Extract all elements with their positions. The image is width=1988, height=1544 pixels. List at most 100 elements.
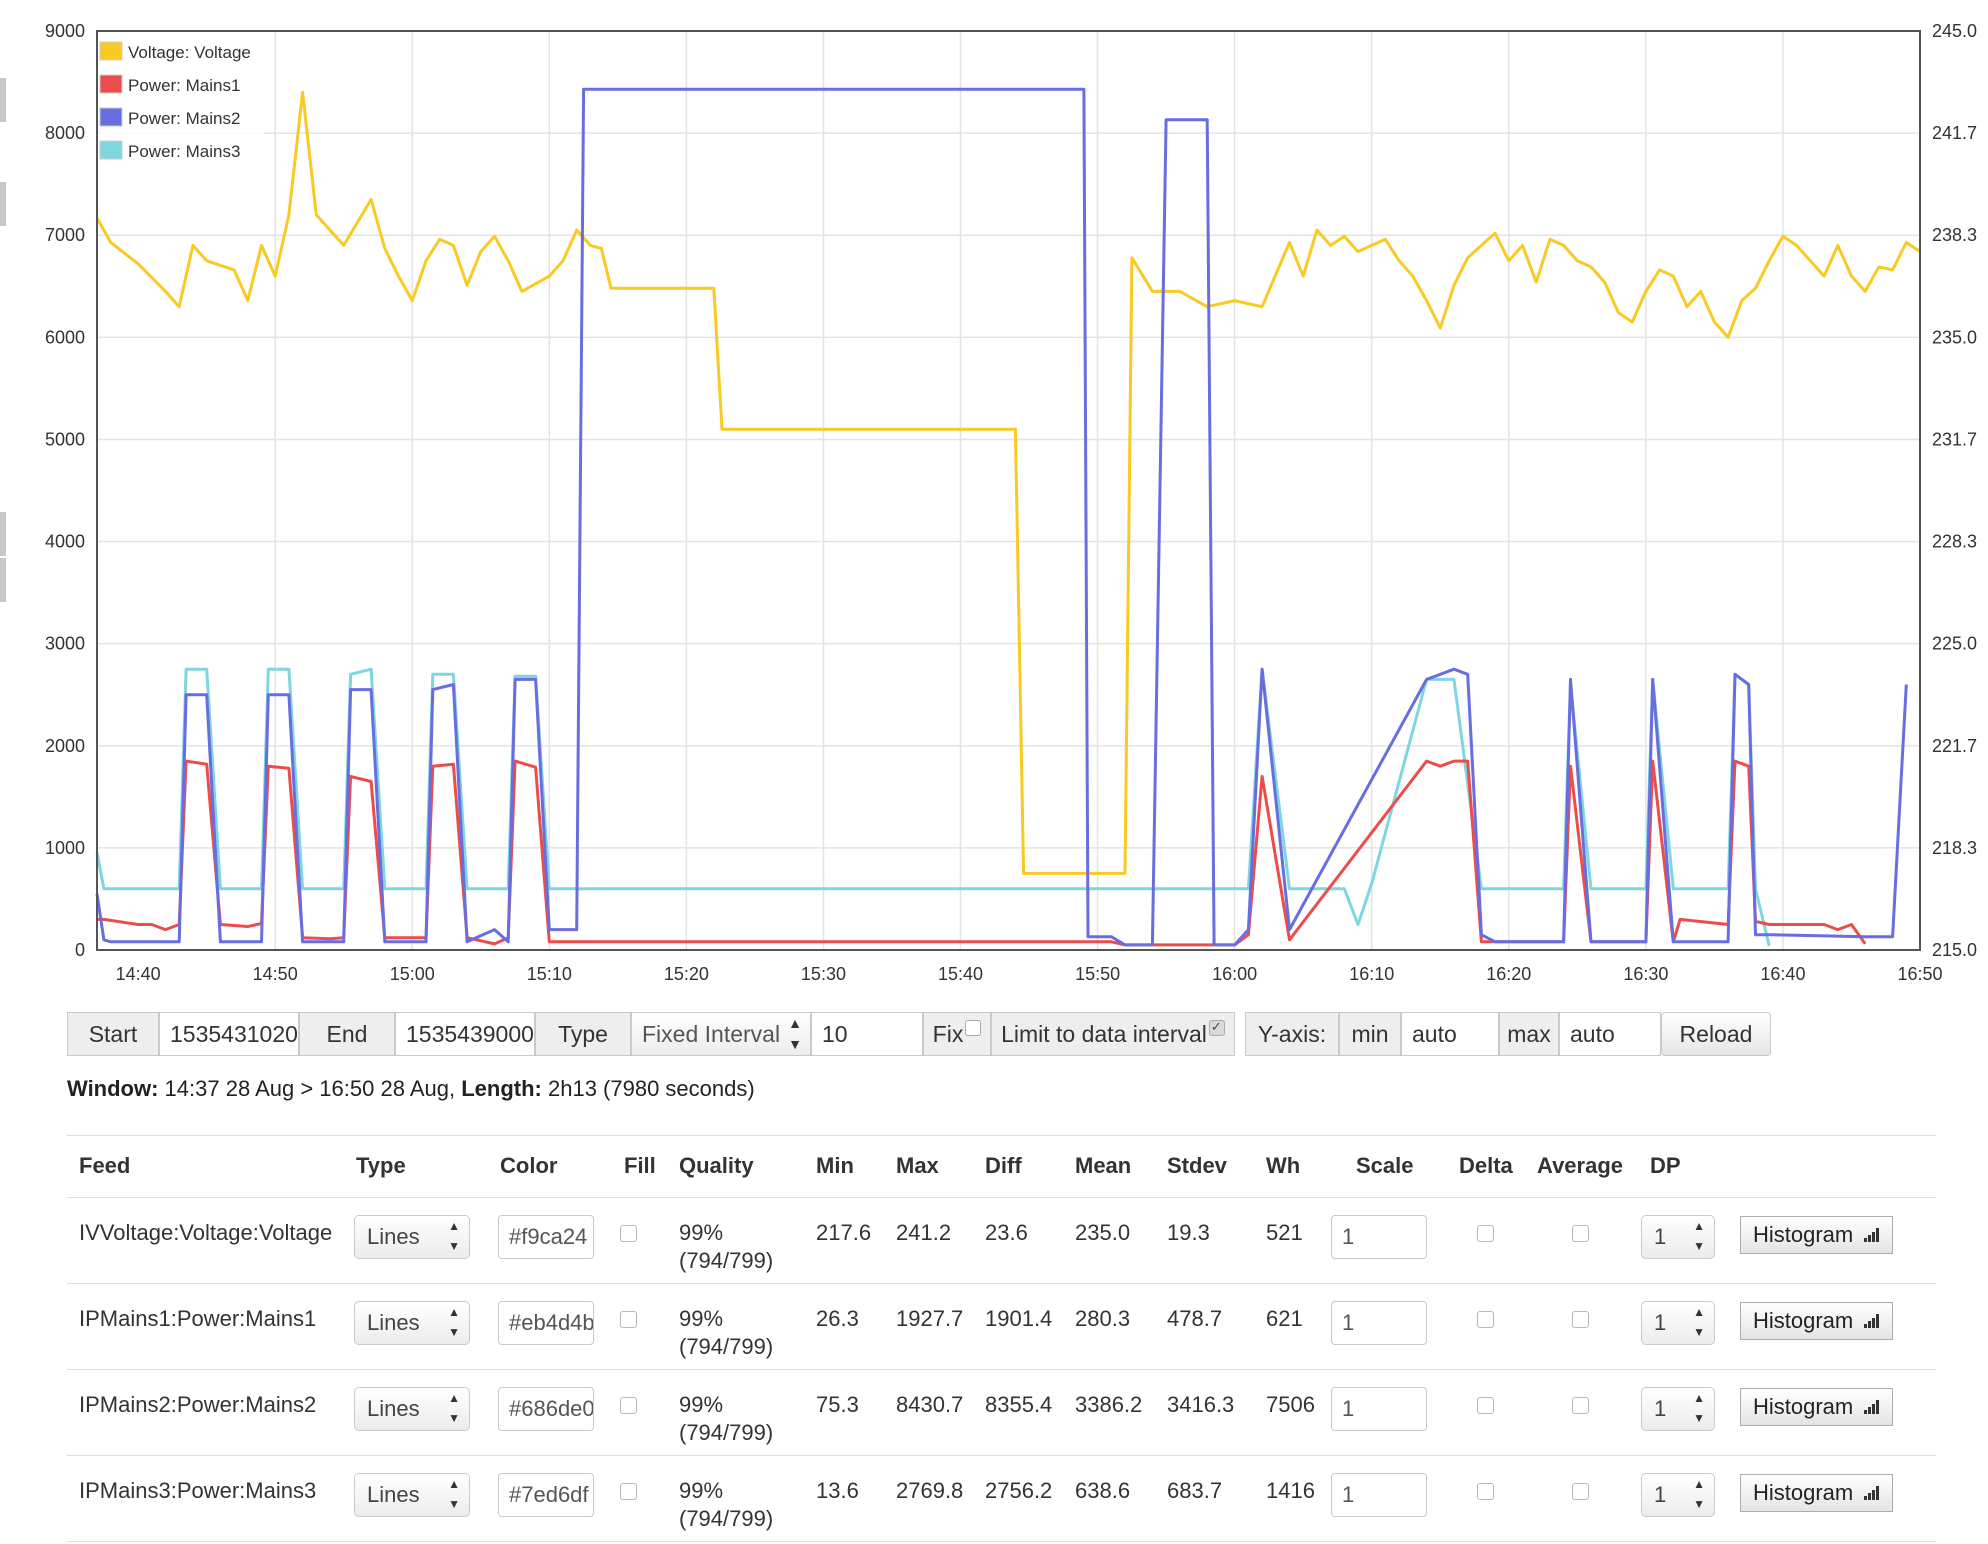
interval-input[interactable]: 10 [811,1012,923,1056]
average-checkbox[interactable] [1572,1397,1589,1414]
scale-input[interactable]: 1 [1331,1215,1427,1259]
yaxis-label: Y-axis: [1245,1012,1339,1056]
quality-percent: 99% [679,1306,724,1331]
type-select-value: Lines [367,1310,420,1335]
fix-checkbox[interactable] [965,1020,982,1036]
y-left-tick-label: 4000 [45,532,85,552]
column-header-diff: Diff [985,1153,1022,1178]
stat-wh: 521 [1266,1220,1303,1245]
average-checkbox[interactable] [1572,1225,1589,1242]
y-right-tick-label: 225.0 [1932,634,1977,654]
column-header-feed: Feed [79,1153,131,1178]
y-axis-left-ticks: 0 1000 2000 3000 4000 5000 6000 7000 8000 9000 [45,21,85,960]
scale-input[interactable]: 1 [1331,1301,1427,1345]
type-select[interactable]: Lines ▲ ▼ [354,1301,470,1345]
select-arrows-icon: ▲ ▼ [1693,1477,1705,1511]
reload-button[interactable]: Reload [1661,1012,1771,1056]
column-header-wh: Wh [1266,1153,1301,1178]
stat-min: 75.3 [816,1392,859,1417]
x-tick-label: 15:50 [1075,964,1120,984]
column-header-quality: Quality [679,1153,754,1178]
dp-select[interactable]: 1 ▲ ▼ [1641,1473,1715,1517]
quality-detail: (794/799) [679,1334,774,1359]
quality-percent: 99% [679,1392,724,1417]
y-right-tick-label: 218.3 [1932,838,1977,858]
ymax-label: max [1499,1012,1559,1056]
feed-chart[interactable]: 14:40 14:50 15:00 15:10 15:20 15:30 15:40 15:50… [0,0,1988,1000]
color-input[interactable]: #7ed6df [498,1473,594,1517]
bar-chart-icon [1864,1314,1880,1328]
type-select-value: Lines [367,1482,420,1507]
column-header-fill: Fill [624,1153,656,1178]
histogram-label: Histogram [1753,1308,1854,1333]
y-right-tick-label: 221.7 [1932,736,1977,756]
legend-label: Voltage: Voltage [128,43,251,62]
scale-input[interactable]: 1 [1331,1473,1427,1517]
select-arrows-icon: ▲ ▼ [1693,1391,1705,1425]
y-left-tick-label: 9000 [45,21,85,41]
delta-checkbox[interactable] [1477,1311,1494,1328]
select-arrows-icon: ▲ ▼ [448,1219,460,1253]
fill-checkbox[interactable] [620,1225,637,1242]
dp-select[interactable]: 1 ▲ ▼ [1641,1301,1715,1345]
legend-background [99,33,264,169]
series-line-power-mains3 [95,667,1771,947]
average-checkbox[interactable] [1572,1483,1589,1500]
delta-checkbox[interactable] [1477,1397,1494,1414]
end-time-input[interactable]: 1535439000 [395,1012,535,1056]
dp-select-value: 1 [1654,1224,1667,1249]
column-header-delta: Delta [1459,1153,1513,1178]
scale-input[interactable]: 1 [1331,1387,1427,1431]
stat-diff: 1901.4 [985,1306,1053,1331]
limit-label: Limit to data interval [1001,1021,1207,1047]
x-tick-label: 15:00 [390,964,435,984]
legend-swatch [99,107,123,127]
start-time-input[interactable]: 1535431020 [159,1012,299,1056]
x-tick-label: 15:10 [527,964,572,984]
legend-swatch [99,41,123,61]
histogram-button[interactable]: Histogram [1740,1216,1893,1254]
row-border [67,1369,1936,1370]
x-tick-label: 16:00 [1212,964,1257,984]
window-info: Window: 14:37 28 Aug > 16:50 28 Aug, Len… [67,1076,755,1102]
stat-mean: 235.0 [1075,1220,1131,1245]
x-tick-label: 16:50 [1897,964,1942,984]
interval-type-value: Fixed Interval [642,1021,781,1047]
delta-checkbox[interactable] [1477,1225,1494,1242]
histogram-label: Histogram [1753,1480,1854,1505]
legend-label: Power: Mains2 [128,109,240,128]
column-header-type: Type [356,1153,406,1178]
dp-select[interactable]: 1 ▲ ▼ [1641,1215,1715,1259]
end-label: End [299,1012,395,1056]
y-axis-right-ticks: 215.0 218.3 221.7 225.0 228.3 231.7 235.0 238.3… [1932,21,1977,960]
histogram-button[interactable]: Histogram [1740,1302,1893,1340]
stat-diff: 2756.2 [985,1478,1053,1503]
feed-name: IPMains1:Power:Mains1 [79,1306,317,1331]
y-right-tick-label: 235.0 [1932,327,1977,347]
fill-checkbox[interactable] [620,1397,637,1414]
delta-checkbox[interactable] [1477,1483,1494,1500]
limit-to-data-interval-toggle[interactable]: Limit to data interval [991,1012,1235,1056]
type-select[interactable]: Lines ▲ ▼ [354,1387,470,1431]
limit-checkbox[interactable] [1208,1017,1225,1037]
histogram-button[interactable]: Histogram [1740,1388,1893,1426]
color-input[interactable]: #eb4d4b [498,1301,594,1345]
ymax-input[interactable]: auto [1559,1012,1661,1056]
fill-checkbox[interactable] [620,1311,637,1328]
color-input[interactable]: #f9ca24 [498,1215,594,1259]
histogram-button[interactable]: Histogram [1740,1474,1893,1512]
dp-select[interactable]: 1 ▲ ▼ [1641,1387,1715,1431]
stat-max: 1927.7 [896,1306,964,1331]
select-arrows-icon: ▲ ▼ [1693,1219,1705,1253]
average-checkbox[interactable] [1572,1311,1589,1328]
color-input[interactable]: #686de0 [498,1387,594,1431]
ymin-input[interactable]: auto [1401,1012,1499,1056]
length-value: 2h13 (7980 seconds) [541,1076,755,1101]
fix-toggle[interactable]: Fix [923,1012,991,1056]
y-left-tick-label: 0 [75,940,85,960]
fill-checkbox[interactable] [620,1483,637,1500]
series-line-voltage-voltage [95,90,1921,875]
type-select[interactable]: Lines ▲ ▼ [354,1473,470,1517]
interval-type-select[interactable]: Fixed Interval ▲ ▼ [631,1012,811,1056]
type-select[interactable]: Lines ▲ ▼ [354,1215,470,1259]
